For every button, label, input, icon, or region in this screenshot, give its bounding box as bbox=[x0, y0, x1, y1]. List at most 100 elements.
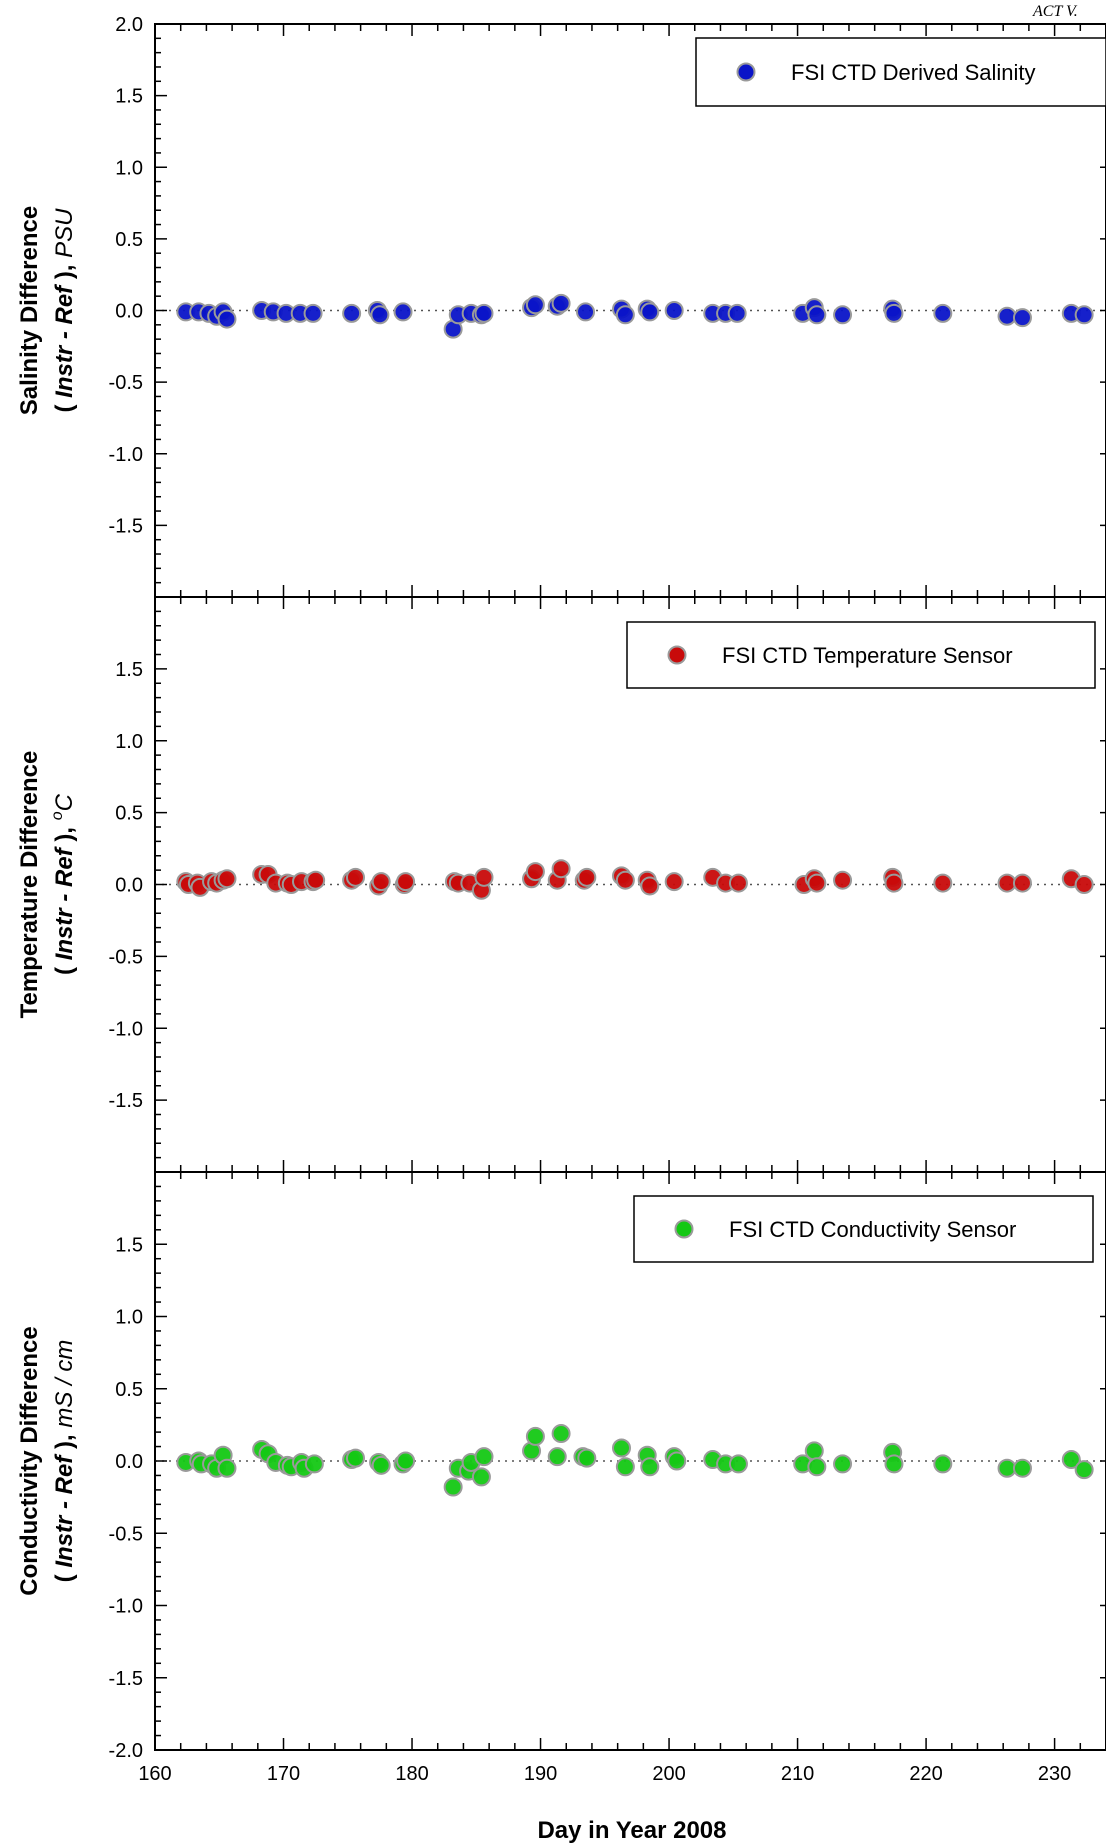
panel-2: 1.5 1.0 0.5 0.0 -0.5 -1.0 -1.5 Temperature Diff… bbox=[16, 596, 1106, 1173]
legend: FSI CTD Derived Salinity bbox=[695, 37, 1106, 107]
data-point bbox=[807, 305, 827, 325]
y-axis-title-part: Instr - Ref bbox=[51, 284, 78, 398]
y-tick-label: 0.0 bbox=[115, 875, 143, 897]
data-point bbox=[474, 1447, 494, 1467]
y-axis-title-line2: ( Instr - Ref ), PSU bbox=[51, 208, 78, 413]
y-tick-label: -1.0 bbox=[109, 444, 143, 466]
y-axis-unit: C bbox=[51, 793, 78, 811]
corner-label: ACT V. bbox=[1032, 3, 1078, 20]
legend-box bbox=[626, 621, 1096, 689]
data-point bbox=[576, 302, 596, 322]
data-point bbox=[371, 872, 391, 892]
data-point bbox=[551, 293, 571, 313]
y-tick-label: 1.5 bbox=[115, 1234, 143, 1256]
data-point bbox=[443, 1477, 463, 1497]
data-point bbox=[525, 1426, 545, 1446]
data-point bbox=[807, 873, 827, 893]
data-point bbox=[884, 873, 904, 893]
data-point bbox=[615, 305, 635, 325]
data-point bbox=[345, 1448, 365, 1468]
data-point bbox=[728, 873, 748, 893]
y-axis-title-line2: ( Instr - Ref ), mS / cm bbox=[51, 1340, 78, 1583]
data-point bbox=[612, 1438, 632, 1458]
data-point bbox=[345, 867, 365, 887]
y-tick-label: -1.5 bbox=[109, 1668, 143, 1690]
y-axis-title-part: ( bbox=[51, 960, 78, 975]
x-tick-label: 200 bbox=[652, 1763, 685, 1785]
data-point bbox=[217, 869, 237, 889]
y-axis-title-part: ), bbox=[51, 258, 78, 286]
y-tick-label: 1.0 bbox=[115, 731, 143, 753]
data-point bbox=[306, 870, 326, 890]
data-point bbox=[1012, 1458, 1032, 1478]
data-point bbox=[804, 1441, 824, 1461]
data-point bbox=[640, 1457, 660, 1477]
x-tick-label: 180 bbox=[395, 1763, 428, 1785]
data-points bbox=[176, 1424, 1094, 1497]
data-point bbox=[1012, 308, 1032, 328]
y-axis-title-part: ), bbox=[51, 820, 78, 848]
data-point bbox=[371, 1455, 391, 1475]
y-axis-unit-superscript: o bbox=[49, 811, 66, 820]
data-point bbox=[547, 1447, 567, 1467]
legend-label: FSI CTD Temperature Sensor bbox=[722, 643, 1013, 668]
data-point bbox=[884, 1454, 904, 1474]
y-tick-label: 0.0 bbox=[115, 301, 143, 323]
data-point bbox=[577, 1448, 597, 1468]
data-point bbox=[303, 303, 323, 323]
data-point bbox=[525, 862, 545, 882]
data-point bbox=[474, 867, 494, 887]
legend-marker bbox=[736, 62, 756, 82]
chart-panels: 2.0 1.5 1.0 0.5 0.0 -0.5 -1.0 -1.5 Salinity Diff… bbox=[16, 14, 1106, 1785]
data-points bbox=[176, 859, 1094, 900]
data-point bbox=[667, 1451, 687, 1471]
data-point bbox=[615, 1457, 635, 1477]
data-point bbox=[833, 305, 853, 325]
y-tick-label: -0.5 bbox=[109, 946, 143, 968]
x-axis-title: Day in Year 2008 bbox=[537, 1817, 726, 1844]
data-point bbox=[551, 859, 571, 879]
y-tick-label: -1.0 bbox=[109, 1596, 143, 1618]
y-tick-label: -1.0 bbox=[109, 1018, 143, 1040]
y-axis-title-line1: Salinity Difference bbox=[16, 206, 43, 415]
data-point bbox=[933, 1454, 953, 1474]
y-tick-label: 1.5 bbox=[115, 659, 143, 681]
data-point bbox=[933, 873, 953, 893]
y-axis-title-line1: Temperature Difference bbox=[16, 751, 43, 1019]
data-point bbox=[471, 1467, 491, 1487]
data-point bbox=[396, 872, 416, 892]
y-axis-title-line2: ( Instr - Ref ), oC bbox=[49, 793, 78, 975]
y-axis-title-part: ( bbox=[51, 1568, 78, 1583]
data-point bbox=[640, 302, 660, 322]
y-tick-label: 1.0 bbox=[115, 1307, 143, 1329]
data-point bbox=[640, 876, 660, 896]
legend-marker bbox=[674, 1219, 694, 1239]
data-point bbox=[833, 870, 853, 890]
data-point bbox=[525, 295, 545, 315]
legend-marker bbox=[667, 645, 687, 665]
y-axis-title-part: Instr - Ref bbox=[51, 846, 78, 960]
data-point bbox=[370, 305, 390, 325]
data-point bbox=[1074, 875, 1094, 894]
data-point bbox=[217, 309, 237, 329]
x-tick-label: 160 bbox=[138, 1763, 171, 1785]
x-tick-label: 220 bbox=[909, 1763, 942, 1785]
legend-label: FSI CTD Derived Salinity bbox=[791, 60, 1036, 85]
data-point bbox=[1074, 1460, 1094, 1480]
data-point bbox=[393, 302, 413, 322]
y-tick-label: 0.5 bbox=[115, 229, 143, 251]
y-tick-label: 0.5 bbox=[115, 1379, 143, 1401]
data-point bbox=[833, 1454, 853, 1474]
data-point bbox=[933, 303, 953, 323]
x-tick-label: 230 bbox=[1038, 1763, 1071, 1785]
y-tick-label: 2.0 bbox=[115, 14, 143, 36]
y-axis-unit: PSU bbox=[51, 208, 78, 258]
y-axis-title-part: ), bbox=[51, 1428, 78, 1456]
x-tick-label: 210 bbox=[781, 1763, 814, 1785]
data-point bbox=[304, 1454, 324, 1474]
data-point bbox=[664, 872, 684, 892]
legend-label: FSI CTD Conductivity Sensor bbox=[729, 1217, 1016, 1242]
y-axis-unit: mS / cm bbox=[51, 1340, 78, 1428]
data-point bbox=[997, 306, 1017, 326]
data-points bbox=[176, 293, 1094, 339]
